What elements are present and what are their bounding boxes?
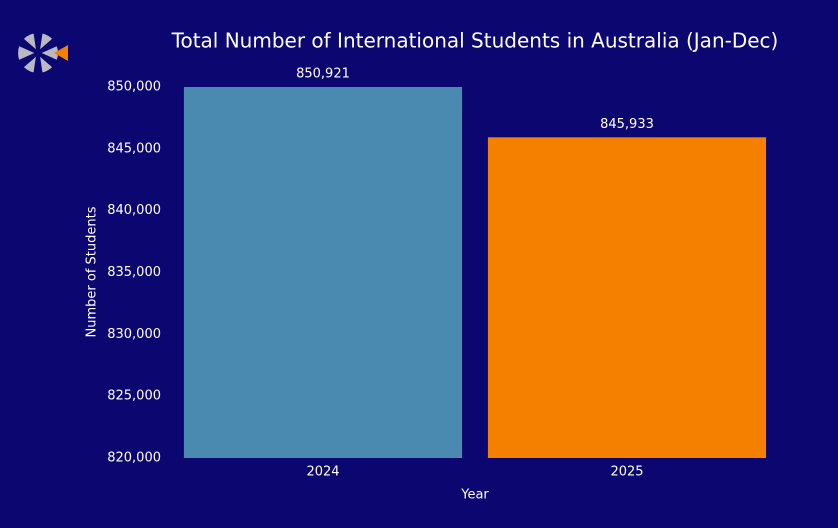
logo-cuts [17,31,59,75]
y-tick-label: 845,000 [107,141,161,156]
y-tick-label: 835,000 [107,265,161,280]
bar [487,137,767,458]
y-tick-label: 840,000 [107,203,161,218]
bar [183,87,463,458]
y-tick-label: 820,000 [107,451,161,466]
y-axis-label: Number of Students [85,206,100,337]
value-label: 850,921 [296,67,350,82]
logo-arrow [54,45,68,61]
y-tick-label: 850,000 [107,80,161,95]
y-tick-label: 830,000 [107,327,161,342]
x-tick-label: 2024 [306,465,339,480]
logo [17,31,68,75]
value-label: 845,933 [600,117,654,132]
x-axis-label: Year [460,488,489,503]
x-tick-label: 2025 [610,465,643,480]
plot-area [183,87,767,458]
chart-title: Total Number of International Students i… [171,29,779,53]
y-tick-label: 825,000 [107,389,161,404]
